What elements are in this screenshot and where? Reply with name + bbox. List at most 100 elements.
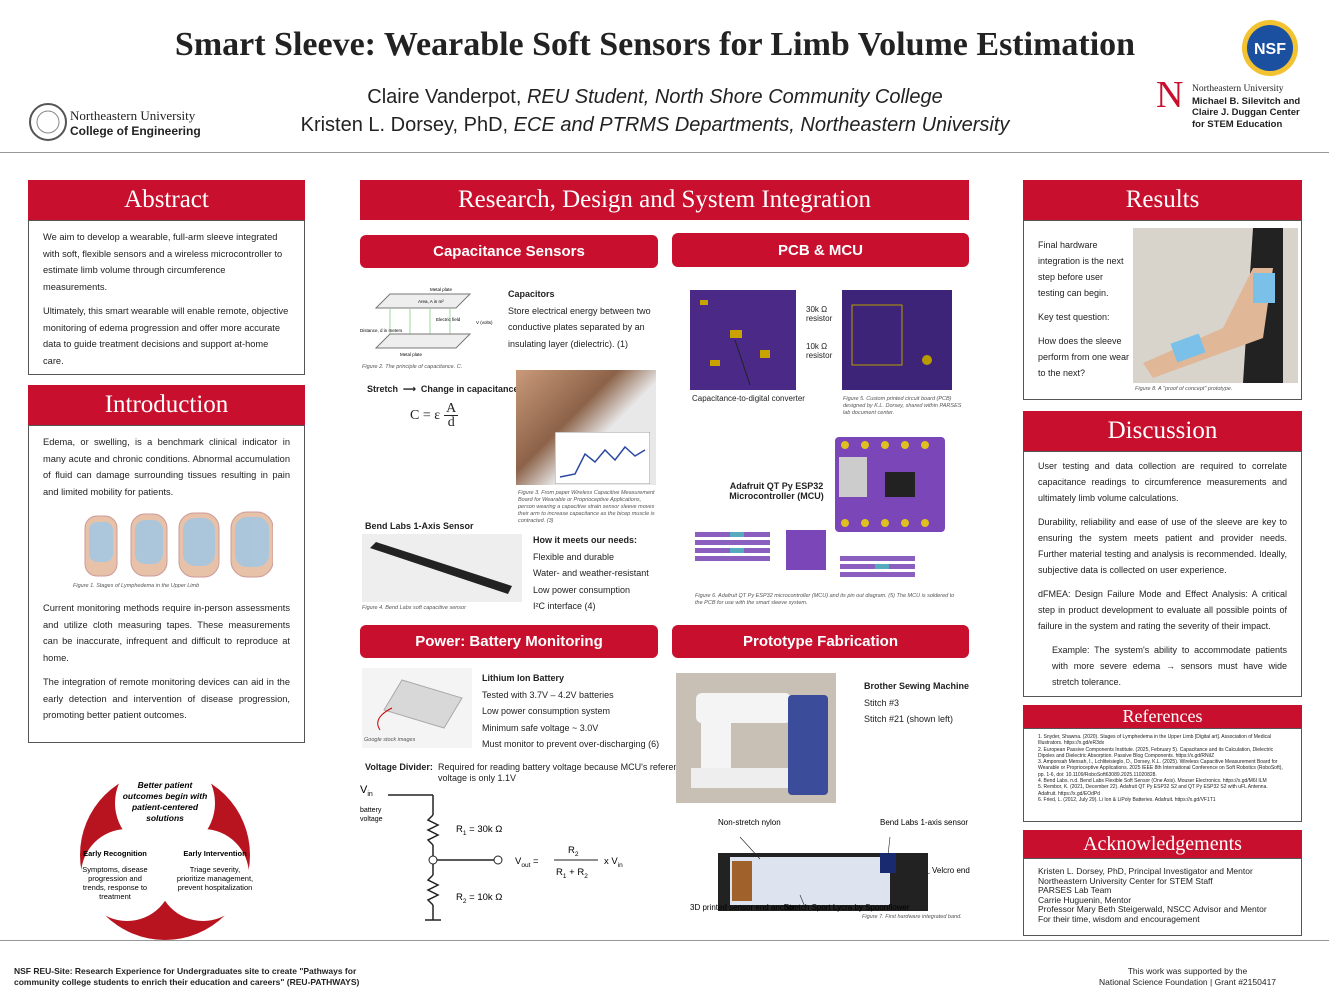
divider — [0, 152, 1329, 153]
band-photo: Non-stretch nylon Bend Labs 1-axis senso… — [690, 818, 970, 912]
band-label: Bend Labs 1-axis sensor — [880, 818, 968, 827]
graphic — [851, 304, 903, 366]
symbol: = — [530, 856, 539, 867]
graphic — [701, 718, 731, 773]
venn-text: prioritize management, — [177, 874, 253, 883]
graphic: battery voltage — [360, 807, 383, 823]
list-item: Stitch #3 — [864, 697, 900, 708]
references-body: 1. Snyder, Shawna. (2020). Stages of Lym… — [1023, 728, 1302, 822]
graphic — [881, 441, 889, 449]
author: Claire Vanderpot, REU Student, North Sho… — [300, 86, 1010, 109]
graphic — [36, 110, 60, 134]
graphic: R2 — [568, 845, 579, 858]
graphic — [555, 432, 650, 484]
intro-body: Edema, or swelling, is a benchmark clini… — [28, 425, 305, 743]
caption: Figure 5. Custom printed circuit board (… — [843, 396, 962, 416]
heading: How it meets our needs: — [533, 535, 638, 545]
graphic — [389, 309, 451, 334]
graphic — [730, 532, 744, 537]
graphic — [493, 855, 503, 865]
graphic — [730, 857, 890, 905]
heading: Capacitors — [508, 289, 555, 299]
graphic: Vout = — [515, 856, 539, 869]
list-item: Kristen L. Dorsey, PhD, Principal Invest… — [1038, 866, 1253, 876]
list-item: Must monitor to prevent over-discharging… — [482, 739, 660, 749]
graphic — [691, 768, 801, 788]
venn-title: Early Recognition — [83, 849, 147, 858]
graphic — [695, 556, 770, 561]
machine-info: Brother Sewing Machine Stitch #3 Stitch #2… — [864, 678, 969, 728]
graphic — [861, 519, 869, 527]
graphic — [719, 836, 931, 908]
section-header: Discussion — [1023, 411, 1302, 451]
venn-title: Early Intervention — [183, 849, 247, 858]
author-role: ECE and PTRMS Departments, Northeastern … — [513, 114, 1010, 136]
list-item: Stitch #21 (shown left) — [864, 714, 954, 724]
symbol: V — [515, 856, 522, 867]
venn-text: treatment — [99, 892, 132, 901]
graphic — [887, 836, 891, 856]
graphic — [922, 355, 932, 365]
graphic — [235, 517, 269, 567]
seal-logo — [29, 103, 67, 141]
section-header: Introduction — [28, 385, 305, 425]
graphic — [739, 836, 761, 860]
caption: Figure 7. First hardware integrated band… — [862, 914, 962, 920]
graphic — [732, 861, 752, 901]
caption: Figure 1. Stages of Lymphedema in the Up… — [73, 583, 200, 589]
band-label: Velcro end closures — [932, 866, 970, 875]
pcb-label: Capacitance-to-digital converter — [692, 394, 805, 403]
section-header: References — [1023, 705, 1302, 728]
pcb-label: 10k Ω resistor — [806, 342, 833, 360]
author-name: Kristen L. Dorsey, PhD, — [300, 114, 509, 136]
logo-text: College of Engineering — [70, 124, 201, 138]
discussion-body: User testing and data collection are req… — [1023, 451, 1302, 697]
graphic — [374, 333, 472, 349]
text: Store electrical energy between two cond… — [508, 305, 651, 349]
list-item: Professor Mary Beth Steigerwald, NSCC Ad… — [1038, 904, 1267, 914]
graphic — [29, 103, 67, 141]
graphic: Final hardware integration is the next s… — [1038, 237, 1132, 381]
band-label: Non-stretch nylon — [718, 818, 781, 827]
symbol: R — [568, 845, 575, 856]
graphic — [841, 519, 849, 527]
graphic — [374, 293, 472, 309]
formula-den: d — [447, 415, 455, 430]
graphic — [1170, 333, 1206, 363]
section-header: Results — [1023, 180, 1302, 220]
subscript: in — [618, 862, 623, 869]
title: Smart Sleeve: Wearable Soft Sensors for … — [174, 26, 1136, 63]
subscript: 2 — [575, 851, 579, 858]
graphic — [719, 894, 731, 904]
logo-line: for STEM Education — [1192, 118, 1283, 130]
caption: Figure 2. The principle of capacitance. … — [362, 364, 463, 370]
formula-num: A — [444, 401, 459, 416]
graphic — [841, 441, 849, 449]
figure-label: V (volts) — [476, 320, 493, 325]
mcu-photo — [835, 437, 945, 532]
intro-paragraphs: Current monitoring methods require in-pe… — [43, 600, 290, 724]
graphic — [690, 290, 796, 390]
heading: Voltage Divider: — [365, 762, 433, 772]
graphic — [383, 679, 463, 729]
graphic — [89, 517, 269, 567]
battery-photo — [362, 668, 472, 748]
graphic — [840, 556, 915, 561]
subscript: 2 — [463, 898, 467, 905]
graphic: R1 = 30k Ω — [456, 824, 502, 837]
graphic — [700, 300, 708, 305]
venn-text: outcomes begin with — [123, 791, 208, 801]
figure-label: Area, A in m² — [418, 299, 444, 304]
symbol: R — [456, 824, 463, 835]
subscript: 1 — [463, 830, 467, 837]
graphic: Tested with 3.7V – 4.2V batteries Low pow… — [482, 687, 659, 753]
label: Change in capacitance — [420, 384, 519, 394]
list-item: I²C interface (4) — [533, 601, 596, 611]
venn-text: solutions — [146, 813, 184, 823]
logo-line: Northeastern University — [1192, 84, 1284, 94]
pcb-back-photo — [842, 290, 952, 390]
graphic — [734, 339, 751, 386]
